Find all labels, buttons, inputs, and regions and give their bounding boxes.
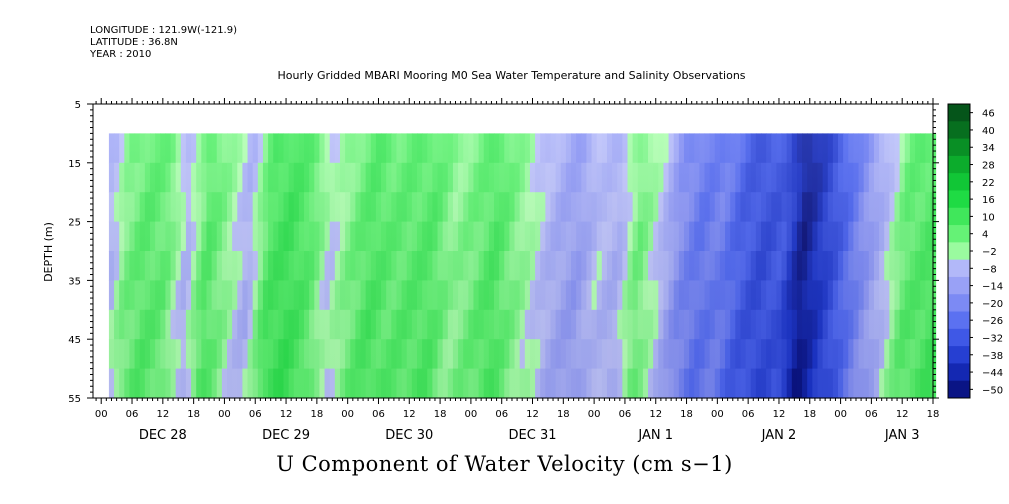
chart-title: Hourly Gridded MBARI Mooring M0 Sea Wate… — [277, 69, 746, 82]
y-axis-label: DEPTH (m) — [42, 222, 55, 282]
x-day-label: JAN 2 — [761, 428, 797, 443]
colorbar-label: −44 — [982, 368, 1003, 379]
colorbar-label: −14 — [982, 282, 1003, 293]
x-hour-label: 12 — [773, 409, 786, 420]
x-hour-label: 18 — [310, 409, 323, 420]
colorbar-label: −26 — [982, 316, 1003, 327]
y-tick-label: 55 — [68, 394, 81, 405]
x-hour-label: 06 — [865, 409, 878, 420]
colorbar-label: −38 — [982, 351, 1003, 362]
longitude-label: LONGITUDE : 121.9W(-121.9) — [90, 25, 237, 36]
y-tick-label: 15 — [68, 159, 81, 170]
x-hour-label: 06 — [619, 409, 632, 420]
x-hour-label: 00 — [341, 409, 354, 420]
x-day-label: JAN 3 — [884, 428, 920, 443]
x-day-label: DEC 31 — [509, 428, 557, 443]
colorbar-swatch — [948, 104, 970, 122]
x-hour-label: 18 — [803, 409, 816, 420]
x-axis-label: U Component of Water Velocity (cm s−1) — [276, 452, 733, 476]
latitude-label: LATITUDE : 36.8N — [90, 37, 178, 48]
colorbar-label: 10 — [982, 212, 995, 223]
x-hour-label: 12 — [403, 409, 416, 420]
colorbar-swatch — [948, 173, 970, 191]
y-tick-label: 35 — [68, 276, 81, 287]
colorbar-swatch — [948, 242, 970, 261]
x-hour-label: 00 — [588, 409, 601, 420]
colorbar-swatch — [948, 311, 970, 330]
colorbar-swatch — [948, 346, 970, 364]
colorbar-label: 28 — [982, 161, 995, 172]
x-hour-label: 12 — [896, 409, 909, 420]
colorbar-swatch — [948, 380, 970, 399]
colorbar-swatch — [948, 294, 970, 313]
x-day-label: DEC 29 — [262, 428, 310, 443]
x-hour-label: 06 — [126, 409, 139, 420]
colorbar-swatch — [948, 138, 970, 157]
axes: 00 06 12 18 00 06 12 18 00 06 12 18 00 06 12 18 00 06 12 18… — [68, 98, 939, 443]
x-hour-label: 06 — [372, 409, 385, 420]
y-tick-label: 25 — [68, 218, 81, 229]
colorbar-label: 22 — [982, 178, 995, 189]
colorbar-swatch — [948, 328, 970, 347]
colorbar-swatch — [948, 155, 970, 174]
x-hour-label: 00 — [834, 409, 847, 420]
colorbar-label: −32 — [982, 333, 1003, 344]
colorbar-swatch — [948, 363, 970, 382]
x-hour-label: 00 — [95, 409, 108, 420]
x-day-label: DEC 30 — [385, 428, 433, 443]
colorbar-label: −2 — [982, 247, 997, 258]
colorbar-label: −20 — [982, 299, 1003, 310]
colorbar-label: 4 — [982, 230, 988, 241]
colorbar-label: −8 — [982, 264, 997, 275]
colorbar-swatch — [948, 225, 970, 243]
x-hour-label: 06 — [495, 409, 508, 420]
colorbar-label: −50 — [982, 385, 1003, 396]
x-hour-label: 00 — [711, 409, 724, 420]
x-hour-label: 12 — [526, 409, 539, 420]
colorbar-label: 16 — [982, 195, 995, 206]
x-hour-label: 12 — [280, 409, 293, 420]
colorbar-label: 40 — [982, 126, 995, 137]
x-hour-label: 06 — [742, 409, 755, 420]
x-hour-label: 18 — [680, 409, 693, 420]
heatmap-cells — [108, 133, 937, 399]
x-day-label: JAN 1 — [637, 428, 673, 443]
x-hour-label: 12 — [156, 409, 169, 420]
colorbar-swatch — [948, 276, 970, 295]
colorbar-swatch — [948, 121, 970, 140]
x-hour-label: 06 — [249, 409, 262, 420]
heatmap-overlay — [108, 133, 933, 398]
colorbar-swatch — [948, 259, 970, 278]
x-hour-label: 12 — [649, 409, 662, 420]
x-hour-label: 18 — [557, 409, 570, 420]
colorbar-label: 46 — [982, 109, 995, 120]
x-hour-label: 00 — [465, 409, 478, 420]
year-label: YEAR : 2010 — [90, 49, 152, 60]
y-tick-label: 5 — [75, 100, 81, 111]
x-hour-label: 18 — [434, 409, 447, 420]
colorbar-label: 34 — [982, 143, 995, 154]
y-tick-label: 45 — [68, 335, 81, 346]
colorbar-swatch — [948, 207, 970, 226]
colorbar-swatch — [948, 190, 970, 209]
x-hour-label: 18 — [187, 409, 200, 420]
x-hour-label: 00 — [218, 409, 231, 420]
colorbar: 46 40 34 28 22 16 10 4 −2 −8 −14 −20 −26 −32 −38 −44 −50 — [947, 103, 1003, 399]
x-day-label: DEC 28 — [139, 428, 187, 443]
x-hour-label: 18 — [927, 409, 940, 420]
